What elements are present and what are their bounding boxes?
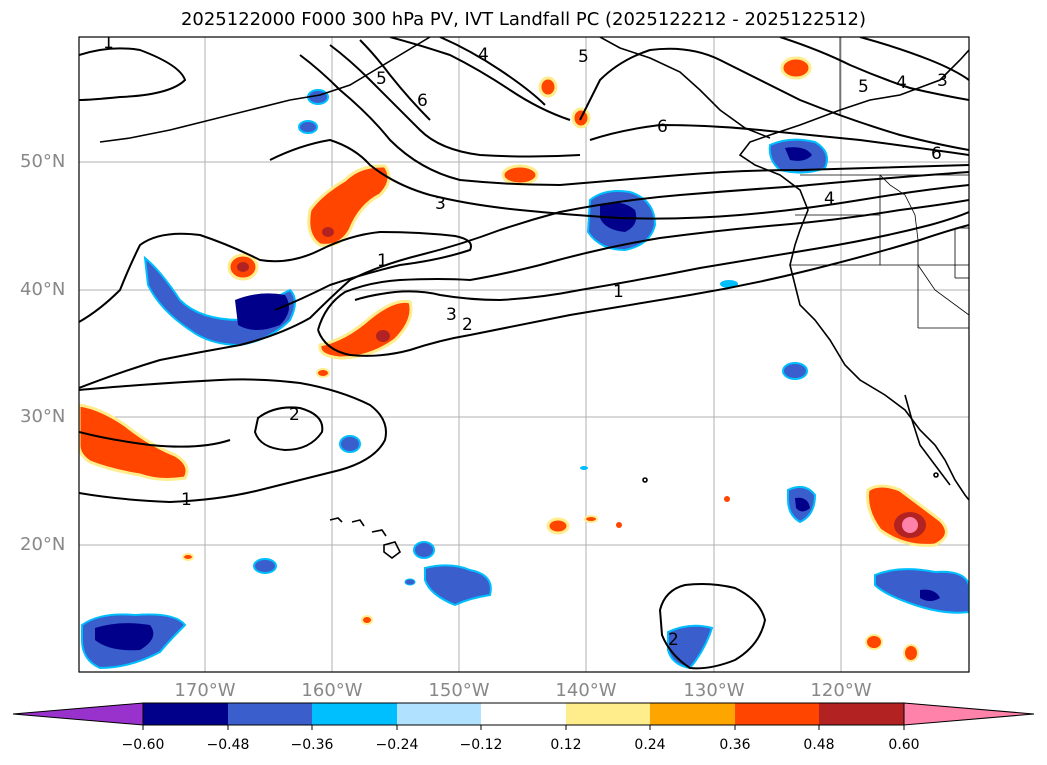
contour-label: 1 bbox=[377, 251, 388, 271]
colorbar-segment bbox=[735, 703, 819, 725]
colorbar-tick-label: 0.36 bbox=[719, 737, 751, 753]
contour-label: 5 bbox=[578, 47, 589, 67]
contour-label: 3 bbox=[937, 71, 948, 91]
colorbar-segment bbox=[566, 703, 650, 725]
map-frame bbox=[78, 36, 970, 673]
colorbar-segment bbox=[650, 703, 735, 725]
map-title: 2025122000 F000 300 hPa PV, IVT Landfall… bbox=[180, 9, 867, 30]
colorbar-segment bbox=[228, 703, 312, 725]
colorbar-tick-label: 0.24 bbox=[634, 737, 666, 753]
lat-label: 20°N bbox=[20, 534, 66, 555]
contour-label: 1 bbox=[613, 282, 624, 302]
negative-anomaly-regions bbox=[81, 89, 969, 670]
map-background bbox=[79, 37, 969, 672]
colorbar-segment bbox=[481, 703, 566, 725]
lon-label: 140°W bbox=[555, 680, 617, 701]
neg-blob-vancouver bbox=[768, 138, 828, 174]
positive-anomaly-regions bbox=[79, 56, 948, 662]
contour-label: 4 bbox=[824, 189, 835, 209]
lat-label: 50°N bbox=[20, 151, 66, 172]
contour-label: 2 bbox=[289, 405, 300, 425]
contour-label: 4 bbox=[478, 45, 489, 65]
colorbar-segment bbox=[397, 703, 481, 725]
contour-label: 1 bbox=[103, 33, 114, 53]
lon-label: 130°W bbox=[683, 680, 745, 701]
colorbar-tick-label: −0.60 bbox=[121, 737, 165, 753]
lon-label: 160°W bbox=[301, 680, 363, 701]
contour-label-group: 1 4 5 6 6 5 4 3 6 4 3 1 1 3 2 2 1 2 5 bbox=[103, 33, 948, 650]
contour-label: 3 bbox=[435, 194, 446, 214]
contour-label: 2 bbox=[668, 630, 679, 650]
neg-blob-sw bbox=[81, 613, 187, 670]
lat-label: 40°N bbox=[20, 279, 66, 300]
colorbar-tick-label: 0.60 bbox=[888, 737, 920, 753]
contour-label: 1 bbox=[181, 490, 192, 510]
contour-label: 4 bbox=[896, 73, 907, 93]
pos-blob-se bbox=[866, 484, 948, 547]
contour-label: 5 bbox=[858, 77, 869, 97]
colorbar-segment bbox=[819, 703, 904, 725]
pos-blob-central bbox=[318, 299, 413, 360]
colorbar-tick-label: −0.24 bbox=[375, 737, 419, 753]
colorbar-tick-label: −0.12 bbox=[459, 737, 503, 753]
colorbar-extend-min bbox=[12, 702, 144, 726]
lat-label: 30°N bbox=[20, 406, 66, 427]
contour-label: 6 bbox=[931, 144, 942, 164]
colorbar-tick-label: −0.36 bbox=[290, 737, 334, 753]
political-borders bbox=[790, 37, 969, 329]
colorbar-tick-label: −0.48 bbox=[206, 737, 250, 753]
contour-label: 6 bbox=[417, 91, 428, 111]
colorbar bbox=[12, 702, 1035, 730]
colorbar-extend-max bbox=[903, 702, 1035, 726]
colorbar-tick-label: 0.12 bbox=[550, 737, 582, 753]
lon-label: 150°W bbox=[428, 680, 490, 701]
contour-label: 2 bbox=[462, 315, 473, 335]
neg-blob-small bbox=[253, 89, 817, 670]
lon-label: 170°W bbox=[174, 680, 236, 701]
colorbar-tick-label: 0.48 bbox=[803, 737, 835, 753]
colorbar-segment bbox=[143, 703, 228, 725]
pos-blob-small bbox=[182, 56, 919, 662]
pos-blob-north-central bbox=[307, 164, 391, 247]
colorbar-segment bbox=[312, 703, 397, 725]
lon-label: 120°W bbox=[810, 680, 872, 701]
contour-label: 5 bbox=[376, 69, 387, 89]
contour-label: 3 bbox=[446, 305, 457, 325]
neg-blob-se bbox=[874, 568, 969, 614]
contour-label: 6 bbox=[657, 117, 668, 137]
pv-contours bbox=[79, 37, 969, 670]
